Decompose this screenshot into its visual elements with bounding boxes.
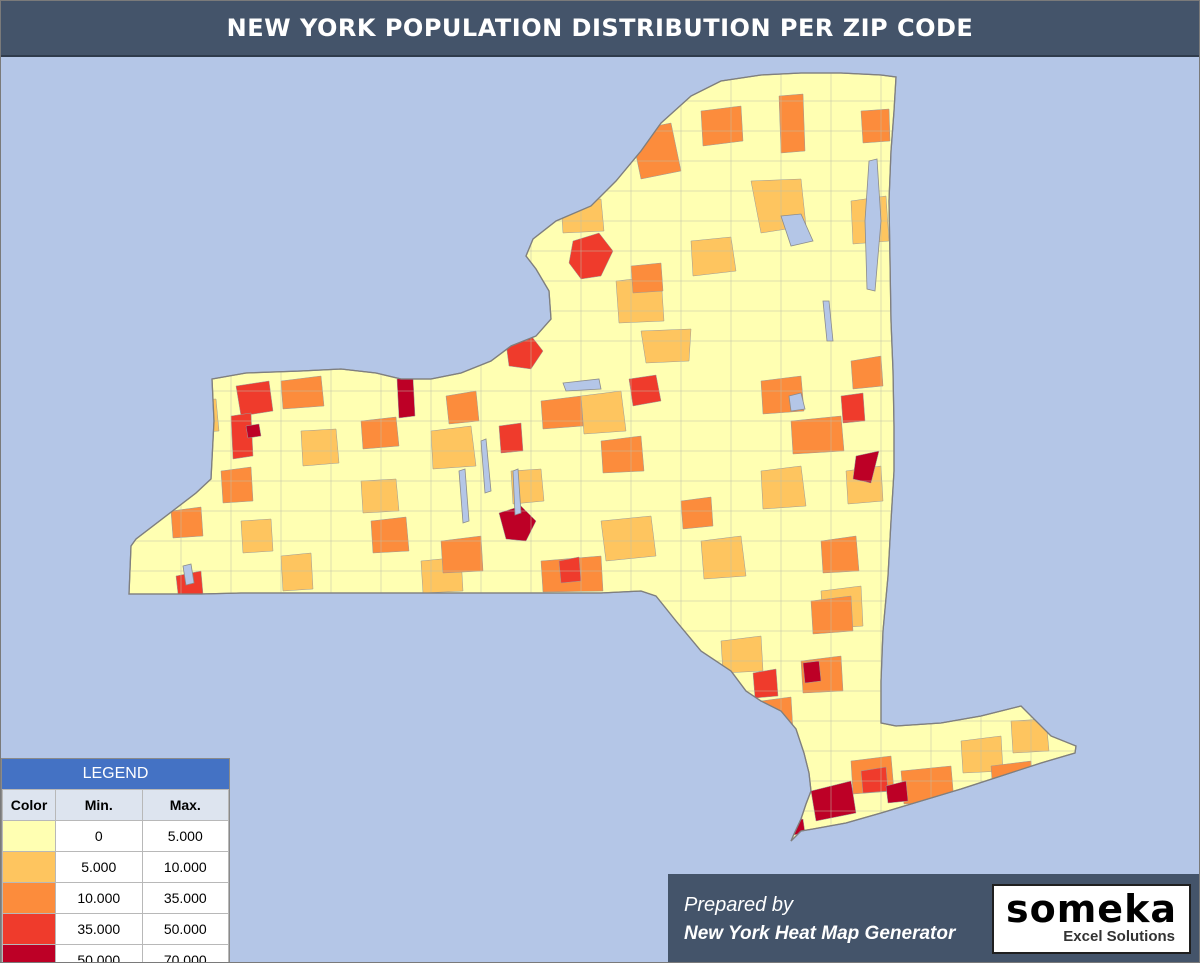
lake-champlain [864,158,882,292]
legend-row: 0 5.000 [2,820,229,852]
legend-table: Color Min. Max. 0 5.000 5.000 10.000 10.… [2,789,229,962]
finger-lake [480,438,492,494]
legend-swatch [2,944,56,962]
legend-min: 5.000 [55,851,143,883]
state-outline [128,72,1077,842]
legend-title: LEGEND [2,759,229,789]
legend-row: 50.000 70.000 [2,944,229,962]
legend-header-min: Min. [55,789,143,821]
legend-row: 10.000 35.000 [2,882,229,914]
finger-lake [512,468,522,516]
someka-logo[interactable]: someka Excel Solutions [992,884,1191,954]
legend-max: 50.000 [141,913,229,945]
legend-swatch [2,913,56,945]
legend-min: 50.000 [55,944,143,962]
lake-oneida [562,378,602,392]
legend-min: 35.000 [55,913,143,945]
zip-region [568,232,614,280]
legend-min: 10.000 [55,882,143,914]
generator-name: New York Heat Map Generator [684,923,956,944]
great-sacandaga-lake [788,392,806,412]
legend-max: 70.000 [141,944,229,962]
legend-header-max: Max. [141,789,229,821]
legend-header-color: Color [2,789,56,821]
legend-swatch [2,882,56,914]
legend: LEGEND Color Min. Max. 0 5.000 5.000 10.… [1,758,230,962]
legend-max: 35.000 [141,882,229,914]
map-title: NEW YORK POPULATION DISTRIBUTION PER ZIP… [1,1,1199,57]
logo-brand: someka [1005,887,1177,931]
lake-george [822,300,834,342]
legend-row: 35.000 50.000 [2,913,229,945]
chautauqua-lake [182,563,195,586]
credit-panel: Prepared by New York Heat Map Generator … [668,874,1199,962]
zip-boundaries [131,73,1076,831]
zip-regions [131,73,1076,836]
new-york-map[interactable] [1,57,1199,962]
logo-subtitle: Excel Solutions [1063,928,1175,945]
legend-row: 5.000 10.000 [2,851,229,883]
adirondack-lake [780,213,814,247]
zip-region [396,376,416,419]
lakes [182,158,882,586]
legend-max: 10.000 [141,851,229,883]
finger-lake [458,468,470,524]
legend-swatch [2,851,56,883]
legend-swatch [2,820,56,852]
legend-header-row: Color Min. Max. [2,789,229,821]
prepared-by-label: Prepared by [684,894,793,916]
legend-max: 5.000 [141,820,229,852]
legend-min: 0 [55,820,143,852]
